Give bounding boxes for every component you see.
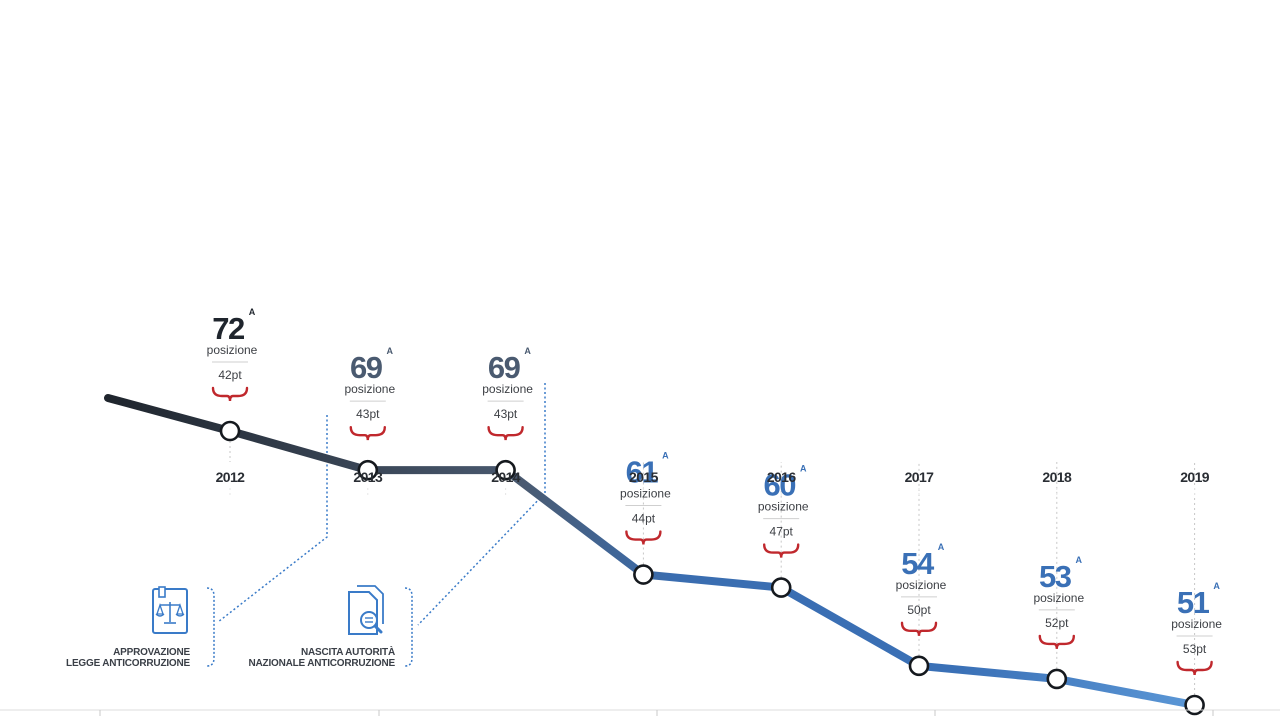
rank-label-2015: 61 xyxy=(626,455,659,490)
position-label-2019: posizione xyxy=(1171,617,1222,631)
x-tick-2015: 2015 xyxy=(629,469,659,485)
rank-suffix-2015: A xyxy=(662,451,669,461)
bracket-2012 xyxy=(211,386,249,402)
rank-suffix-2012: A xyxy=(249,307,256,317)
bracket-2017 xyxy=(900,621,938,636)
rank-label-2013: 69 xyxy=(350,350,383,385)
position-label-2012: posizione xyxy=(207,343,258,357)
position-label-2016: posizione xyxy=(758,500,809,514)
data-points xyxy=(219,420,1205,716)
data-point-2014 xyxy=(495,459,516,481)
position-label-2018: posizione xyxy=(1033,591,1084,605)
position-label-2017: posizione xyxy=(896,578,947,592)
data-point-2015 xyxy=(633,564,654,585)
score-label-2018: 52pt xyxy=(1045,616,1069,630)
rank-suffix-2019: A xyxy=(1213,581,1220,591)
score-label-2019: 53pt xyxy=(1183,642,1207,656)
x-axis-labels: 2012 2013 2014 2015 2016 2017 2018 2019 xyxy=(216,469,1211,485)
annotation-label-authority: NASCITA AUTORITÀ NAZIONALE ANTICORRUZION… xyxy=(248,647,396,669)
rank-suffix-2018: A xyxy=(1076,555,1083,565)
x-tick-2014: 2014 xyxy=(491,469,521,485)
document-search-icon xyxy=(345,584,391,643)
rank-label-2012: 72 xyxy=(212,311,244,346)
rank-label-2017: 54 xyxy=(901,546,935,581)
rank-label-2018: 53 xyxy=(1039,559,1072,594)
data-point-2019 xyxy=(1184,694,1205,716)
position-label-2013: posizione xyxy=(344,382,395,396)
scales-document-icon xyxy=(150,586,192,641)
rank-label-2019: 51 xyxy=(1177,585,1210,620)
data-point-2017 xyxy=(908,655,930,677)
score-label-2013: 43pt xyxy=(356,407,380,421)
annotation-connector-authority xyxy=(417,383,546,626)
bracket-2013 xyxy=(349,425,386,441)
x-tick-2016: 2016 xyxy=(767,469,797,485)
bracket-2014 xyxy=(487,425,524,441)
rank-suffix-2013: A xyxy=(387,346,394,356)
rank-label-2016: 60 xyxy=(763,468,795,503)
annotation-label-law: APPROVAZIONE LEGGE ANTICORRUZIONE xyxy=(66,647,190,669)
data-point-2013 xyxy=(357,459,379,481)
x-tick-2012: 2012 xyxy=(216,469,246,485)
x-tick-2013: 2013 xyxy=(353,469,383,485)
x-tick-2017: 2017 xyxy=(905,469,935,485)
x-tick-2018: 2018 xyxy=(1042,469,1072,485)
bracket-2016 xyxy=(763,543,800,558)
x-tick-2019: 2019 xyxy=(1180,469,1210,485)
data-point-2012 xyxy=(219,420,241,442)
score-label-2016: 47pt xyxy=(770,525,794,539)
rank-label-2014: 69 xyxy=(488,350,521,385)
score-label-2012: 42pt xyxy=(218,368,242,382)
score-label-2017: 50pt xyxy=(907,603,931,617)
position-label-2015: posizione xyxy=(620,487,671,501)
rank-suffix-2017: A xyxy=(938,542,945,552)
rank-suffix-2016: A xyxy=(800,464,807,474)
score-label-2014: 43pt xyxy=(494,407,518,421)
rank-suffix-2014: A xyxy=(524,346,531,356)
baseline-ticks xyxy=(99,710,1214,716)
data-point-2018 xyxy=(1046,668,1068,690)
data-point-2016 xyxy=(770,577,792,598)
position-label-2014: posizione xyxy=(482,382,533,396)
bracket-2019 xyxy=(1176,660,1213,676)
score-label-2015: 44pt xyxy=(632,512,656,526)
